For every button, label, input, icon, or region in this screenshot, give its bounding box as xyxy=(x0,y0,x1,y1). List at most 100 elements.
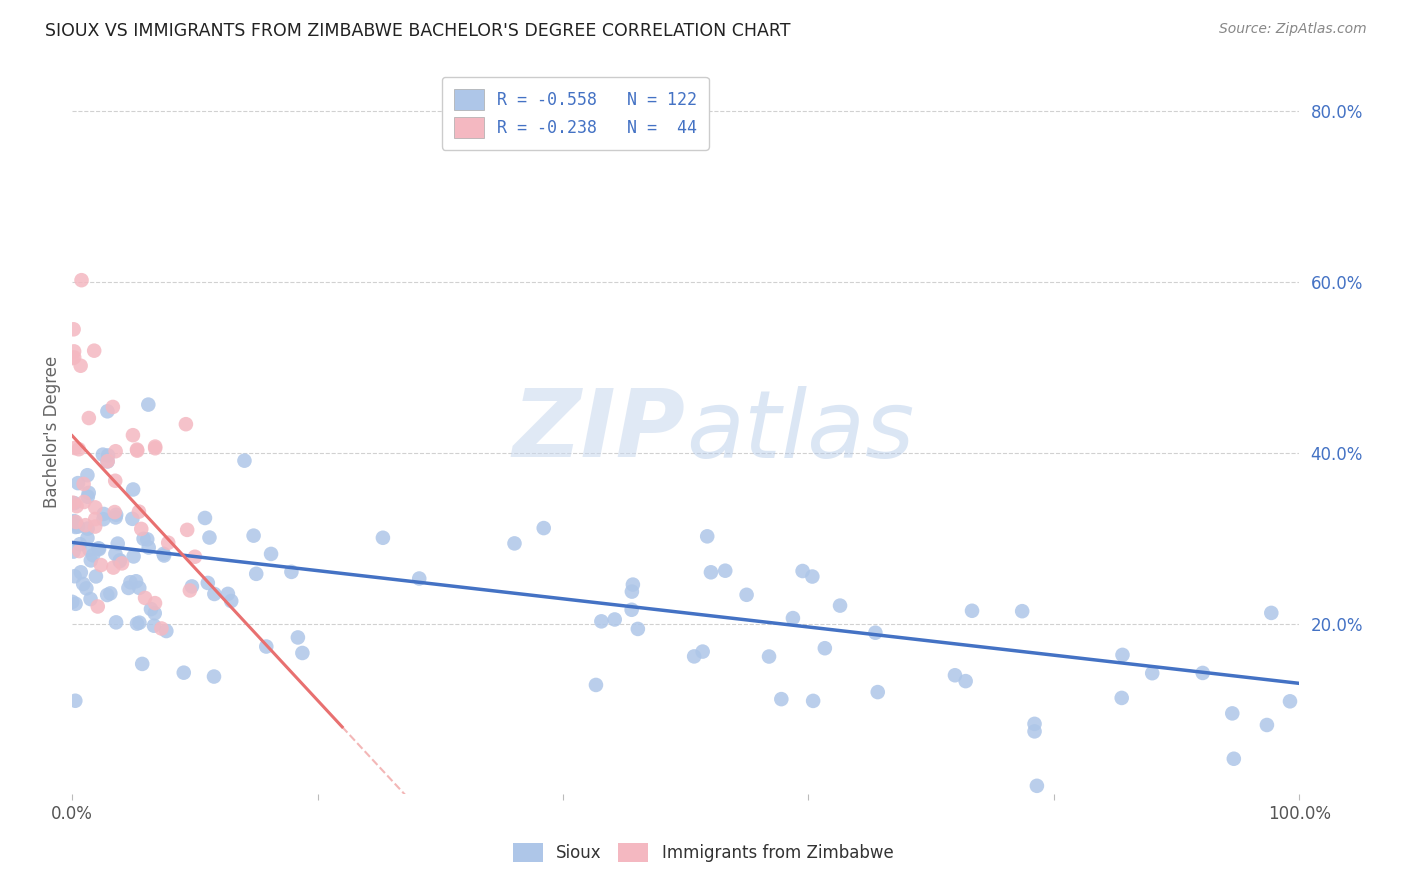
Point xyxy=(76,522,98,536)
Point xyxy=(960,604,983,618)
Point xyxy=(801,694,824,708)
Point xyxy=(98,586,121,600)
Point xyxy=(63,569,86,583)
Point xyxy=(1111,690,1133,705)
Point xyxy=(696,529,718,543)
Point xyxy=(67,442,90,457)
Point xyxy=(700,566,723,580)
Point xyxy=(139,602,162,616)
Point xyxy=(150,622,173,636)
Point xyxy=(129,522,152,536)
Point xyxy=(65,499,87,513)
Point xyxy=(69,537,91,551)
Point xyxy=(63,496,86,510)
Point xyxy=(84,569,107,583)
Point xyxy=(83,343,105,358)
Point xyxy=(76,531,98,545)
Text: SIOUX VS IMMIGRANTS FROM ZIMBABWE BACHELOR'S DEGREE CORRELATION CHART: SIOUX VS IMMIGRANTS FROM ZIMBABWE BACHEL… xyxy=(45,22,790,40)
Point xyxy=(138,541,160,555)
Point xyxy=(1220,706,1243,721)
Text: Source: ZipAtlas.com: Source: ZipAtlas.com xyxy=(1219,22,1367,37)
Point xyxy=(117,581,139,595)
Point xyxy=(131,657,153,671)
Point xyxy=(291,646,314,660)
Point xyxy=(254,640,277,654)
Point xyxy=(136,533,159,547)
Point xyxy=(866,685,889,699)
Point xyxy=(943,668,966,682)
Point xyxy=(77,486,100,500)
Point xyxy=(77,542,100,557)
Point xyxy=(1223,752,1246,766)
Point xyxy=(70,273,93,287)
Point xyxy=(735,588,758,602)
Point xyxy=(108,553,131,567)
Point xyxy=(63,441,86,455)
Point xyxy=(62,496,84,510)
Point xyxy=(242,528,264,542)
Point xyxy=(1024,724,1046,739)
Point xyxy=(184,549,207,564)
Point xyxy=(692,644,714,658)
Point xyxy=(758,649,780,664)
Point xyxy=(76,490,98,504)
Point xyxy=(128,615,150,630)
Point xyxy=(63,344,86,359)
Point xyxy=(87,541,110,556)
Point xyxy=(122,549,145,564)
Point xyxy=(66,519,89,533)
Point xyxy=(93,507,115,521)
Point xyxy=(87,542,110,557)
Point xyxy=(1024,716,1046,731)
Point xyxy=(73,495,96,509)
Point xyxy=(955,674,977,689)
Point xyxy=(280,565,302,579)
Point xyxy=(620,584,643,599)
Point xyxy=(143,618,166,632)
Point xyxy=(65,515,87,529)
Point xyxy=(104,505,127,519)
Point xyxy=(60,351,83,366)
Point xyxy=(533,521,555,535)
Point xyxy=(128,581,150,595)
Point xyxy=(103,560,125,574)
Point xyxy=(125,574,148,589)
Point xyxy=(683,649,706,664)
Point xyxy=(79,592,101,607)
Point xyxy=(108,554,131,568)
Point xyxy=(627,622,650,636)
Point xyxy=(62,516,84,530)
Point xyxy=(66,476,89,491)
Point xyxy=(107,536,129,550)
Point xyxy=(101,400,124,414)
Point xyxy=(104,444,127,458)
Point xyxy=(63,351,86,365)
Point xyxy=(408,572,430,586)
Point xyxy=(75,582,97,596)
Point xyxy=(97,449,120,463)
Point xyxy=(620,603,643,617)
Point xyxy=(72,477,94,491)
Point xyxy=(828,599,851,613)
Point xyxy=(84,512,107,526)
Point xyxy=(128,505,150,519)
Point xyxy=(97,454,120,468)
Point xyxy=(132,532,155,546)
Point xyxy=(219,594,242,608)
Point xyxy=(91,448,114,462)
Point xyxy=(87,599,110,614)
Legend: R = -0.558   N = 122, R = -0.238   N =  44: R = -0.558 N = 122, R = -0.238 N = 44 xyxy=(441,77,709,150)
Point xyxy=(287,631,309,645)
Point xyxy=(621,577,644,591)
Point xyxy=(134,591,156,605)
Point xyxy=(122,428,145,442)
Point xyxy=(157,535,180,549)
Point xyxy=(1191,665,1213,680)
Point xyxy=(143,606,166,620)
Point xyxy=(174,417,197,432)
Point xyxy=(591,615,613,629)
Point xyxy=(1142,666,1164,681)
Point xyxy=(60,595,83,609)
Point xyxy=(62,544,84,558)
Point xyxy=(127,443,149,458)
